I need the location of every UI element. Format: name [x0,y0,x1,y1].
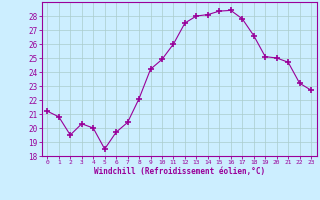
X-axis label: Windchill (Refroidissement éolien,°C): Windchill (Refroidissement éolien,°C) [94,167,265,176]
